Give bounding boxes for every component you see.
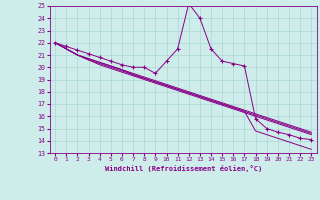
X-axis label: Windchill (Refroidissement éolien,°C): Windchill (Refroidissement éolien,°C) — [105, 165, 262, 172]
